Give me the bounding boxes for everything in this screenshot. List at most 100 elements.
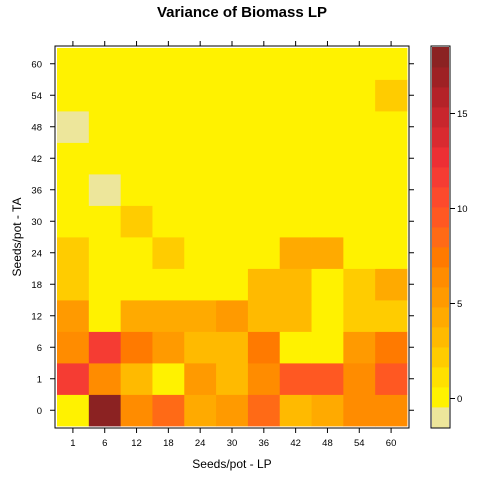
heatmap-cell [279, 79, 312, 112]
heatmap-cell [311, 174, 344, 206]
heatmap-cell [311, 363, 344, 395]
heatmap-cell [343, 174, 376, 206]
colorbar-segment [432, 207, 449, 228]
heatmap-cell [120, 268, 153, 301]
heatmap-cell [311, 205, 344, 238]
heatmap-cell [88, 237, 122, 269]
heatmap-cell [375, 48, 408, 80]
heatmap-cell [343, 237, 376, 269]
heatmap-cell [184, 363, 217, 395]
heatmap-cell [88, 174, 122, 206]
heatmap-cell [152, 237, 185, 269]
heatmap-cell [184, 48, 217, 80]
heatmap-cell [184, 394, 217, 427]
heatmap-cell [57, 48, 90, 80]
heatmap-cell [375, 142, 408, 175]
heatmap-cell [88, 48, 122, 80]
heatmap-cell [88, 394, 122, 427]
heatmap-cell [279, 142, 312, 175]
heatmap-cell [375, 394, 408, 427]
heatmap-cell [88, 268, 122, 301]
heatmap-cell [279, 363, 312, 395]
y-tick-label: 0 [37, 406, 42, 417]
heatmap-cell [247, 142, 281, 175]
heatmap-cell [247, 300, 281, 332]
heatmap-cell [120, 174, 153, 206]
heatmap-cell [152, 268, 185, 301]
heatmap-cell [311, 300, 344, 332]
heatmap-cell [375, 174, 408, 206]
heatmap-cell [247, 205, 281, 238]
heatmap-cell [216, 48, 249, 80]
heatmap-cell [152, 142, 185, 175]
heatmap-cell [184, 142, 217, 175]
heatmap-cell [247, 394, 281, 427]
heatmap-cell [57, 268, 90, 301]
colorbar-segment [432, 87, 449, 108]
heatmap-cell [216, 79, 249, 112]
heatmap-cell [279, 205, 312, 238]
heatmap-cell [311, 48, 344, 80]
heatmap-cell [57, 79, 90, 112]
y-tick-label: 6 [37, 343, 42, 354]
heatmap-cell [279, 268, 312, 301]
heatmap-cell [343, 205, 376, 238]
heatmap-cell [343, 111, 376, 143]
heatmap-cell [216, 142, 249, 175]
colorbar-segment [432, 167, 449, 188]
heatmap-cell [152, 48, 185, 80]
heatmap-cell [375, 111, 408, 143]
heatmap-cell [120, 142, 153, 175]
heatmap-cell [311, 237, 344, 269]
colorbar-tick-label: 15 [457, 109, 468, 120]
heatmap-cell [88, 300, 122, 332]
heatmap-cell [375, 237, 408, 269]
heatmap-cell [152, 111, 185, 143]
x-tick-label: 42 [290, 438, 301, 449]
heatmap-cell [88, 111, 122, 143]
y-tick-label: 36 [31, 185, 42, 196]
heatmap-cell [57, 331, 90, 364]
colorbar-segment [432, 287, 449, 308]
colorbar-segment [432, 147, 449, 168]
heatmap-cell [247, 174, 281, 206]
heatmap-cell [216, 300, 249, 332]
heatmap-cell [57, 237, 90, 269]
heatmap-cell [375, 363, 408, 395]
y-tick-label: 24 [31, 248, 42, 259]
heatmap-cell [279, 331, 312, 364]
heatmap-cell [152, 174, 185, 206]
heatmap-cell [311, 268, 344, 301]
heatmap-cell [88, 363, 122, 395]
heatmap-cell [57, 394, 90, 427]
heatmap-cell [216, 331, 249, 364]
x-axis-ticks: 1 6 12 18 24 30 36 42 48 54 60 [70, 41, 396, 449]
y-tick-label: 12 [31, 311, 42, 322]
colorbar-segment [432, 247, 449, 268]
colorbar-segment [432, 367, 449, 388]
colorbar-segment [432, 407, 449, 428]
colorbar-segment [432, 347, 449, 368]
x-tick-label: 1 [70, 438, 75, 449]
x-tick-label: 6 [102, 438, 107, 449]
x-axis-label: Seeds/pot - LP [192, 457, 271, 471]
heatmap-cell [57, 142, 90, 175]
heatmap-cell [120, 300, 153, 332]
heatmap-cell [375, 79, 408, 112]
heatmap-cell [343, 363, 376, 395]
heatmap-cell [216, 174, 249, 206]
colorbar-tick-label: 0 [457, 394, 462, 405]
y-tick-label: 54 [31, 91, 42, 102]
y-tick-label: 18 [31, 280, 42, 291]
heatmap-cell [88, 331, 122, 364]
heatmap-cell [120, 394, 153, 427]
heatmap-cell [247, 268, 281, 301]
heatmap-cell [120, 237, 153, 269]
heatmap-cell [152, 79, 185, 112]
heatmap-cell [120, 331, 153, 364]
heatmap-cell [247, 79, 281, 112]
heatmap-cell [120, 205, 153, 238]
heatmap-cell [184, 111, 217, 143]
heatmap-cell [343, 394, 376, 427]
heatmap-cell [152, 205, 185, 238]
